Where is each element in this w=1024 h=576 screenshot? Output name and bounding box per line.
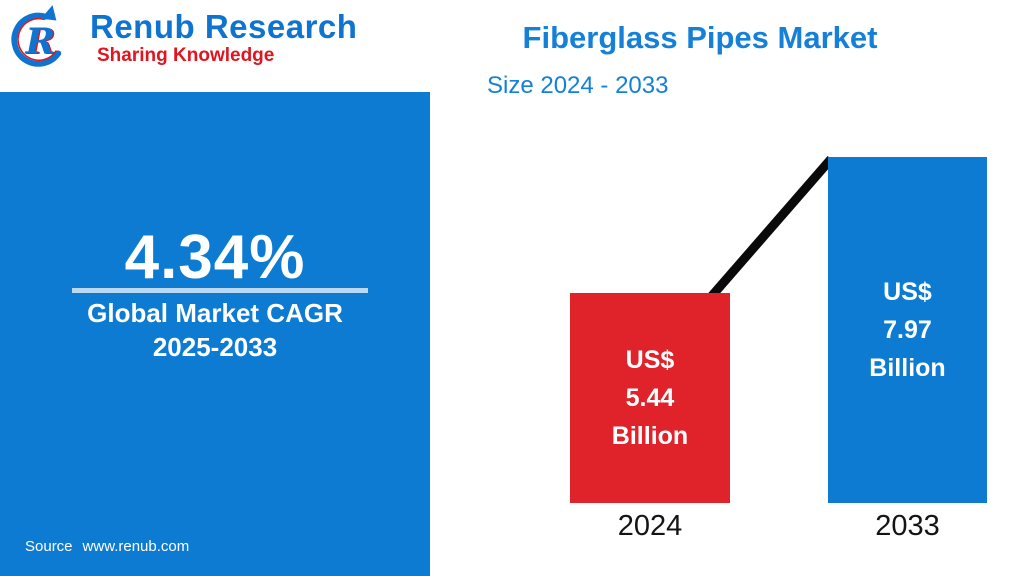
source-line: Source www.renub.com: [25, 538, 189, 555]
source-url: www.renub.com: [82, 538, 190, 555]
cagr-label-line1: Global Market CAGR: [87, 298, 343, 328]
page-subtitle: Size 2024 - 2033: [487, 72, 669, 99]
bar-2033-value-label: US$ 7.97 Billion: [869, 273, 945, 387]
svg-text:R: R: [24, 20, 55, 62]
renub-circular-arrow-logo-icon: R R: [11, 5, 62, 67]
axis-label-2024: 2024: [617, 510, 683, 542]
bar-2033: US$ 7.97 Billion: [828, 157, 987, 503]
bar-2024-currency: US$: [625, 346, 675, 374]
bar-2024: US$ 5.44 Billion: [570, 293, 730, 503]
bar-2024-amount: 5.44: [625, 384, 675, 412]
bar-2024-unit: Billion: [611, 422, 689, 450]
cagr-value: 4.34%: [124, 223, 306, 292]
bar-2033-amount: 7.97: [883, 316, 932, 344]
brand-tagline: Sharing Knowledge: [97, 45, 275, 66]
brand-name: Renub Research: [90, 8, 358, 45]
bar-2033-unit: Billion: [869, 354, 946, 382]
bar-2024-value-label: US$ 5.44 Billion: [612, 341, 688, 455]
bar-2033-currency: US$: [883, 278, 932, 306]
page-title: Fiberglass Pipes Market: [522, 20, 878, 55]
cagr-panel: 4.34% Global Market CAGR 2025-2033 Sourc…: [0, 92, 430, 576]
divider-line: [72, 288, 368, 293]
svg-text:R: R: [26, 21, 57, 63]
trend-arrow: [706, 156, 835, 301]
cagr-label-line2: 2025-2033: [152, 332, 278, 362]
axis-label-2033: 2033: [875, 510, 940, 542]
brand-logo: R R Renub Research Sharing Knowledge: [10, 2, 357, 82]
source-label: Source: [25, 538, 73, 555]
